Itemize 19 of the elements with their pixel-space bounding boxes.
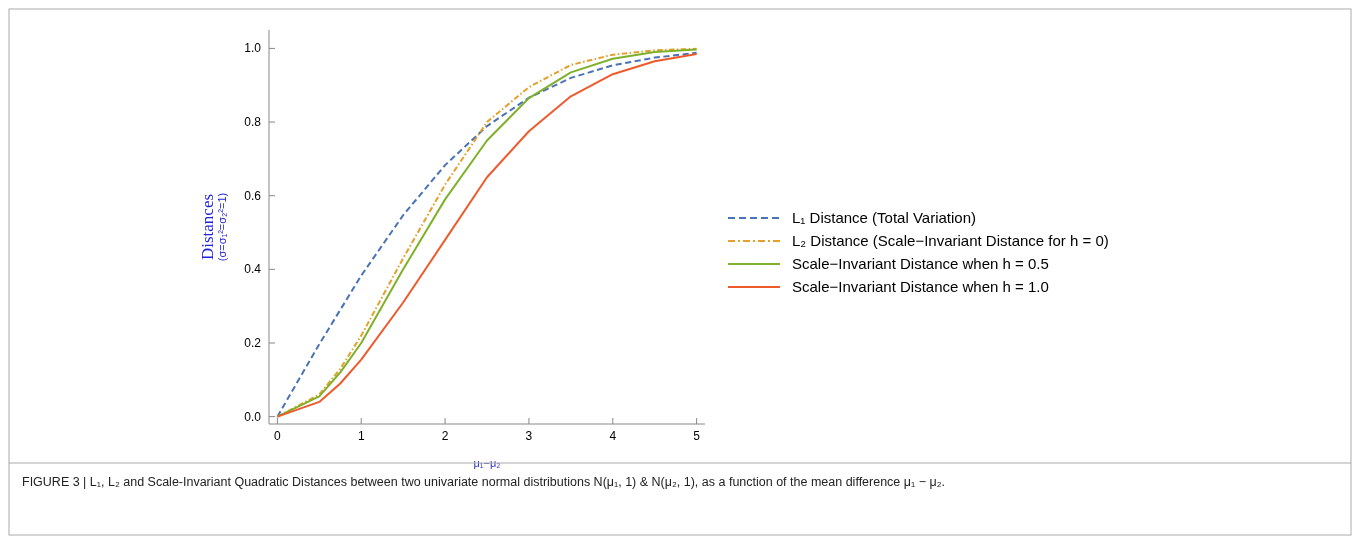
y-tick-label: 0.6 xyxy=(244,188,262,203)
x-axis-title: μ₁−μ₂ xyxy=(473,457,501,469)
legend-label: Scale−Invariant Distance when h = 0.5 xyxy=(792,255,1049,272)
y-tick-label: 0.0 xyxy=(244,409,262,424)
caption: FIGURE 3 | L₁, L₂ and Scale-Invariant Quadratic Distances between two univariate normal distributions N(μ₁, 1) & N(μ₂, 1), as a function of the mean difference μ₁ − μ₂. xyxy=(22,474,946,491)
legend-label: L₁ Distance (Total Variation) xyxy=(792,209,977,226)
legend-label: Scale−Invariant Distance when h = 1.0 xyxy=(792,278,1049,295)
y-tick-label: 0.4 xyxy=(244,262,262,277)
y-tick-label: 0.2 xyxy=(244,335,262,350)
x-tick-label: 1 xyxy=(357,429,365,443)
x-tick-label: 4 xyxy=(609,429,617,443)
legend-label: L₂ Distance (Scale−Invariant Distance for h = 0) xyxy=(792,232,1109,249)
y-tick-label: 0.8 xyxy=(244,115,262,130)
x-tick-label: 3 xyxy=(525,429,533,443)
x-tick-label: 5 xyxy=(693,429,701,443)
x-tick-label: 0 xyxy=(274,429,282,443)
y-tick-label: 1.0 xyxy=(244,41,262,56)
y-axis-title: Distances (σ=σ₁²=σ₂²=1) xyxy=(198,192,228,262)
x-tick-label: 2 xyxy=(441,429,449,443)
